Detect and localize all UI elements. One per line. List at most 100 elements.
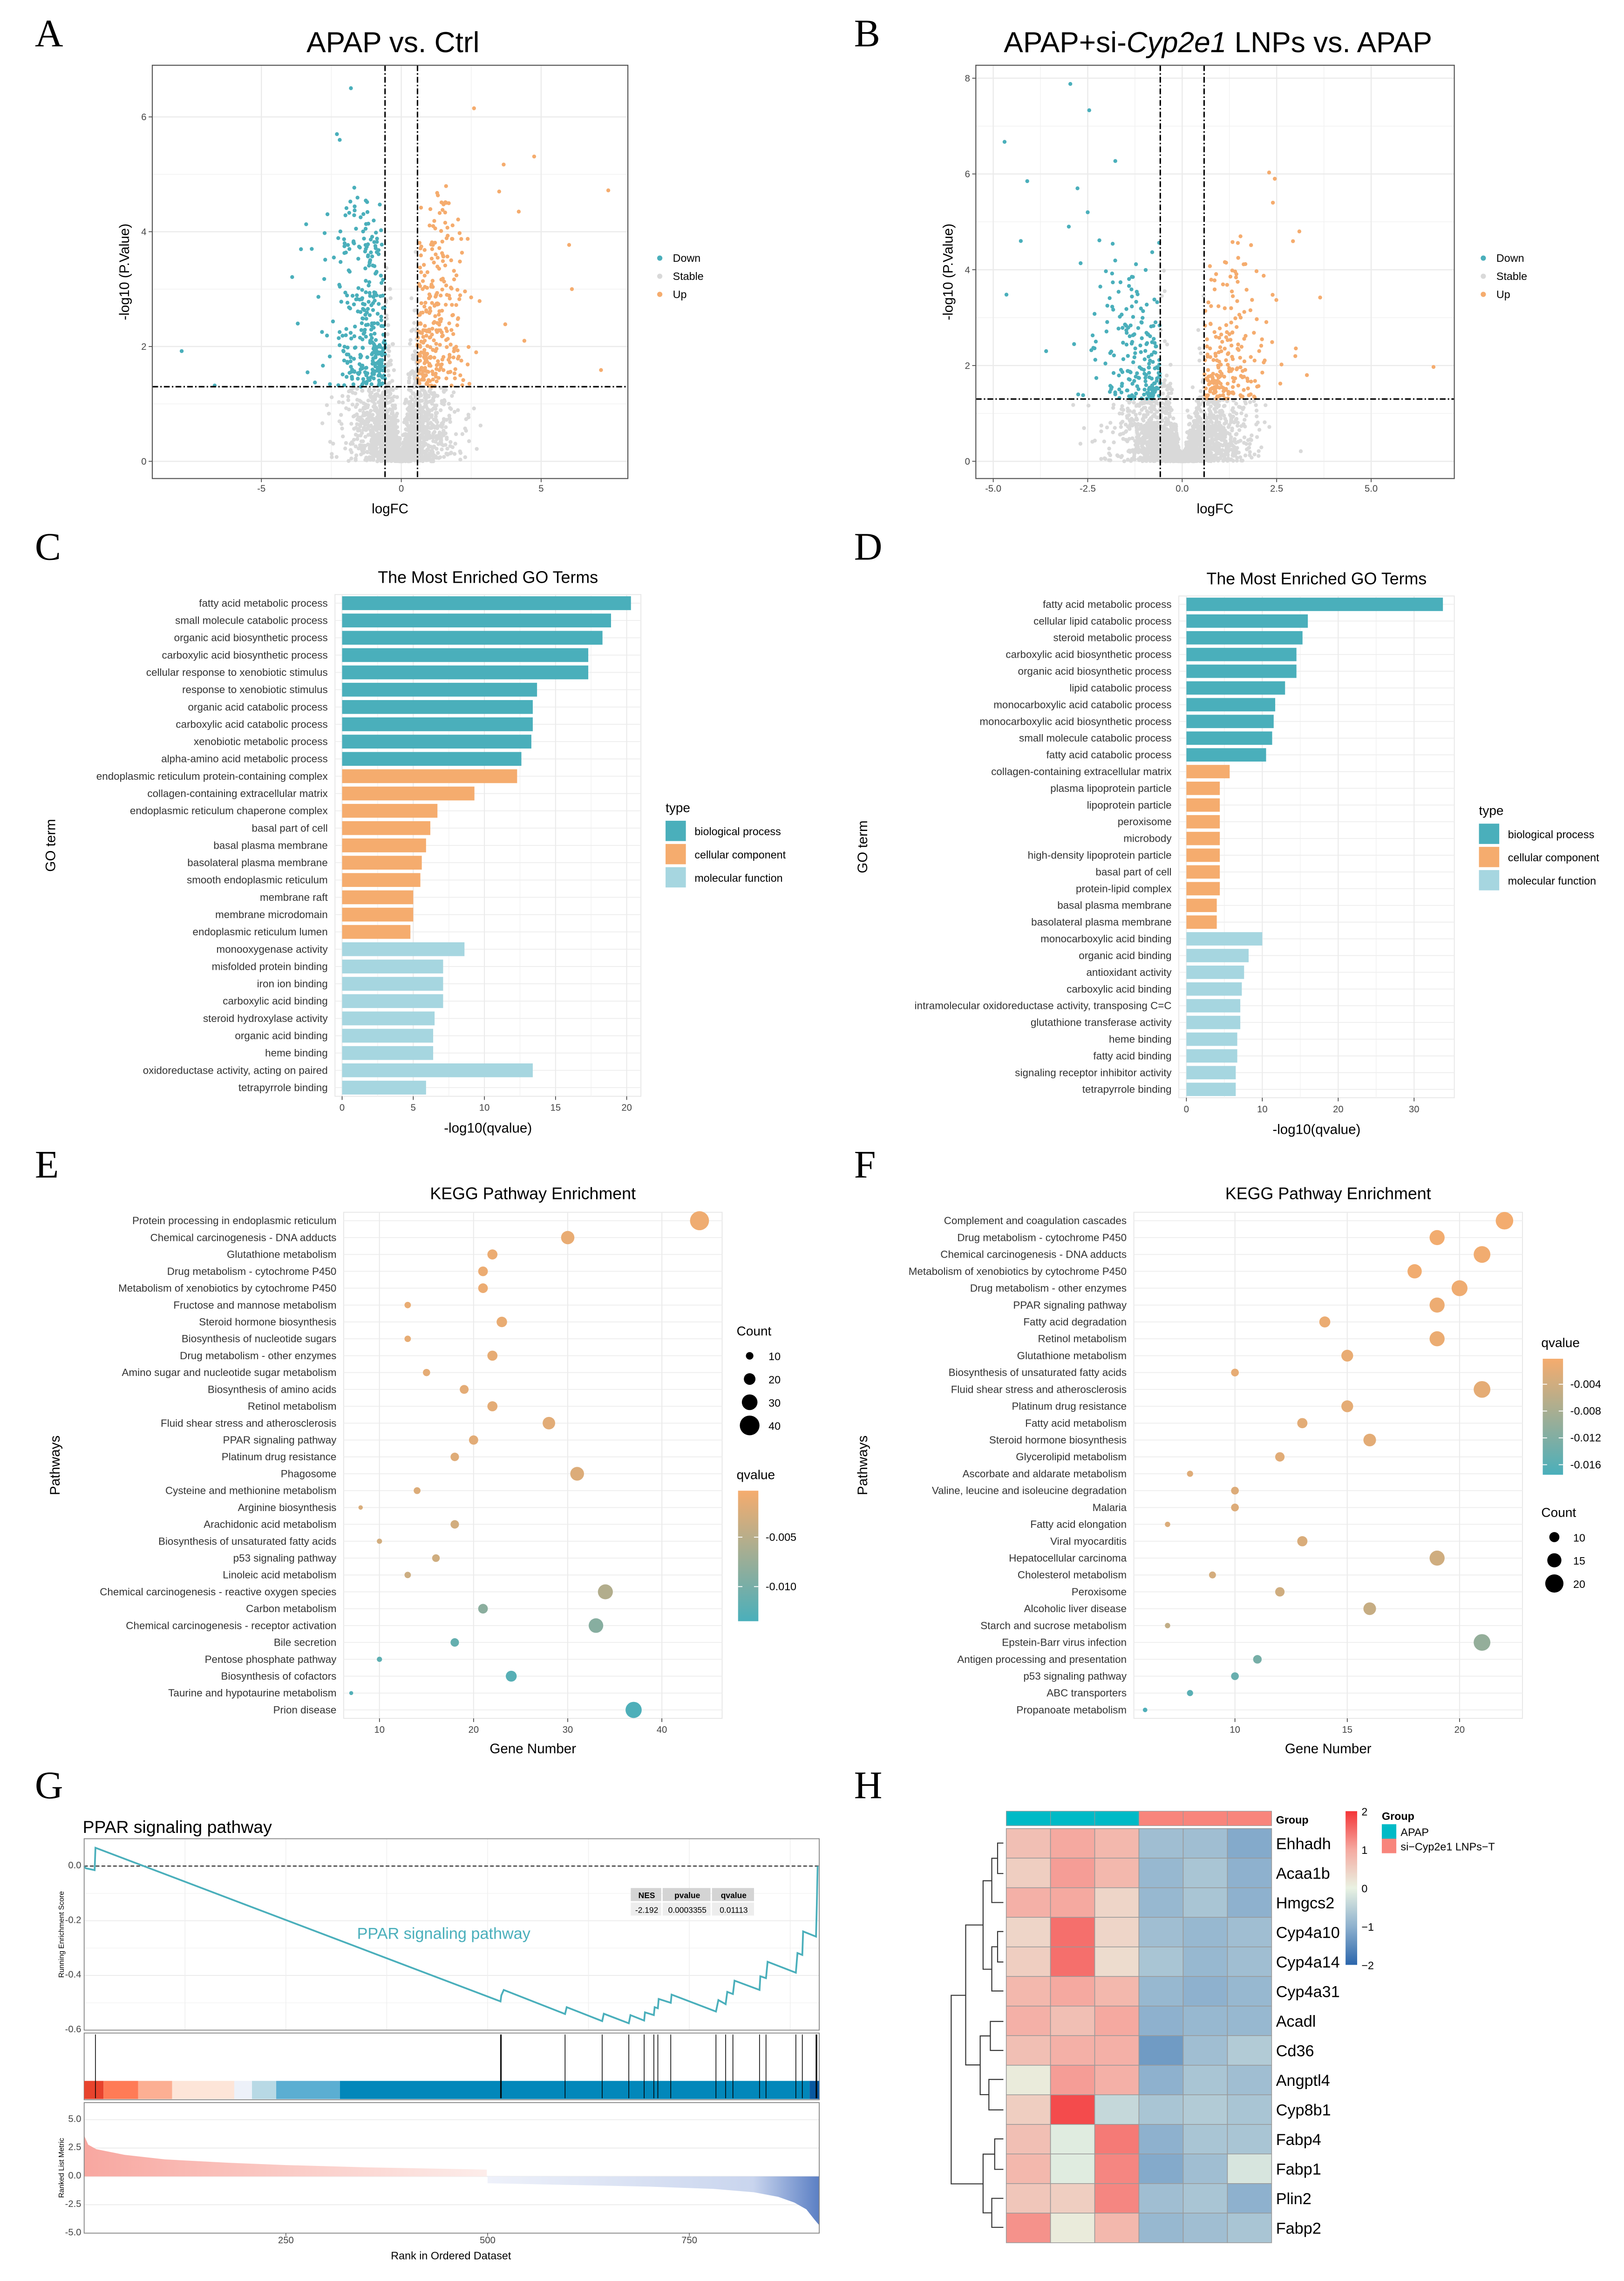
point-down bbox=[369, 333, 373, 337]
point-down bbox=[377, 359, 381, 363]
point-stable bbox=[1162, 378, 1167, 382]
point-down bbox=[1142, 357, 1147, 361]
point-down bbox=[1127, 277, 1131, 281]
point-stable bbox=[403, 448, 407, 453]
point-stable bbox=[1223, 449, 1228, 453]
point-stable bbox=[1238, 455, 1243, 459]
point-down bbox=[364, 323, 368, 327]
point-stable bbox=[368, 409, 373, 413]
point-stable bbox=[407, 379, 411, 383]
point-down bbox=[1132, 355, 1136, 360]
point-up bbox=[429, 242, 433, 247]
point-stable bbox=[1196, 442, 1200, 446]
point-up bbox=[599, 368, 603, 372]
point-stable bbox=[1226, 449, 1230, 454]
point-stable bbox=[1198, 434, 1203, 438]
point-stable bbox=[1185, 446, 1189, 451]
point-up bbox=[423, 368, 427, 372]
point-down bbox=[372, 321, 376, 326]
point-up bbox=[430, 247, 435, 252]
point-stable bbox=[1163, 429, 1168, 433]
point-up bbox=[419, 205, 423, 210]
point-up bbox=[438, 343, 442, 347]
point-stable bbox=[1252, 452, 1257, 456]
point-up bbox=[448, 360, 452, 365]
point-stable bbox=[404, 397, 408, 402]
point-up bbox=[458, 293, 462, 298]
point-down bbox=[356, 376, 360, 381]
point-up bbox=[437, 211, 442, 215]
y-tick-label: 6 bbox=[141, 112, 146, 123]
point-stable bbox=[394, 430, 398, 435]
point-stable bbox=[1212, 458, 1216, 463]
point-down bbox=[364, 334, 368, 339]
point-stable bbox=[1147, 418, 1151, 422]
point-up bbox=[443, 210, 448, 215]
point-up bbox=[423, 324, 427, 328]
point-up bbox=[415, 376, 420, 381]
point-up bbox=[474, 350, 478, 354]
point-up bbox=[455, 288, 460, 292]
point-stable bbox=[1242, 441, 1246, 445]
point-stable bbox=[331, 442, 335, 446]
point-down bbox=[306, 370, 310, 374]
point-down bbox=[356, 286, 360, 290]
x-tick-label: -5 bbox=[257, 483, 265, 494]
point-stable bbox=[348, 448, 353, 452]
point-down bbox=[352, 213, 356, 218]
point-stable bbox=[1093, 438, 1097, 443]
point-stable bbox=[349, 389, 354, 394]
point-stable bbox=[1221, 459, 1225, 463]
point-stable bbox=[1149, 440, 1154, 444]
point-stable bbox=[1135, 430, 1139, 435]
point-up bbox=[441, 368, 446, 372]
point-stable bbox=[1133, 439, 1137, 443]
x-tick-label: 2.5 bbox=[1270, 483, 1283, 494]
point-stable bbox=[409, 458, 414, 462]
point-stable bbox=[427, 395, 431, 399]
point-up bbox=[443, 220, 448, 225]
point-stable bbox=[420, 425, 425, 430]
point-down bbox=[337, 336, 341, 340]
point-down bbox=[310, 247, 314, 251]
point-stable bbox=[355, 402, 360, 407]
point-up bbox=[437, 309, 442, 313]
point-up bbox=[431, 321, 436, 325]
point-stable bbox=[370, 443, 374, 447]
point-up bbox=[441, 254, 446, 259]
point-stable bbox=[1175, 439, 1179, 443]
point-up bbox=[428, 306, 432, 310]
point-up bbox=[458, 259, 462, 264]
point-down bbox=[376, 374, 381, 378]
point-down bbox=[367, 283, 371, 288]
point-up bbox=[448, 342, 453, 347]
point-down bbox=[316, 295, 320, 299]
point-stable bbox=[1155, 430, 1160, 434]
point-down bbox=[353, 204, 357, 209]
point-up bbox=[440, 362, 444, 367]
point-down bbox=[376, 252, 381, 256]
point-stable bbox=[403, 441, 407, 445]
point-up bbox=[440, 330, 444, 334]
point-stable bbox=[1123, 422, 1128, 427]
y-axis-label: -log10 (P.Value) bbox=[117, 224, 132, 320]
point-up bbox=[434, 371, 438, 376]
point-stable bbox=[452, 452, 457, 456]
x-tick-label: -5.0 bbox=[985, 483, 1001, 494]
point-down bbox=[379, 281, 384, 285]
point-stable bbox=[428, 453, 433, 458]
point-down bbox=[381, 278, 385, 282]
point-stable bbox=[327, 411, 331, 416]
point-down bbox=[353, 208, 357, 212]
point-stable bbox=[1234, 449, 1238, 453]
point-down bbox=[379, 324, 384, 328]
point-down bbox=[1117, 373, 1121, 378]
point-down bbox=[1111, 280, 1115, 285]
point-down bbox=[345, 374, 349, 379]
point-stable bbox=[422, 405, 427, 409]
point-stable bbox=[375, 392, 380, 396]
point-stable bbox=[443, 443, 448, 447]
point-up bbox=[430, 327, 435, 331]
point-stable bbox=[392, 395, 396, 399]
point-down bbox=[1129, 341, 1134, 346]
